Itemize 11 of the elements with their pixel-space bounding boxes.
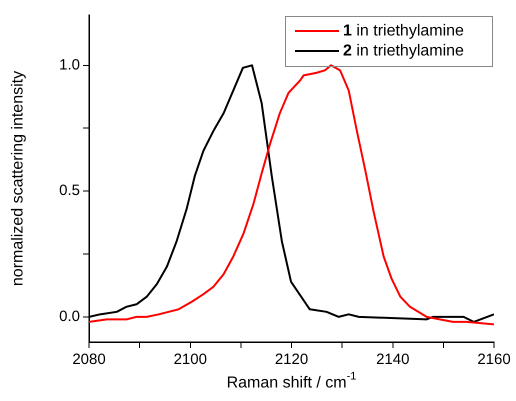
y-axis-title: normalized scattering intensity [9,70,26,286]
y-tick-label: 1.0 [59,56,80,74]
x-tick-label: 2100 [174,351,207,368]
y-tick-label: 0.0 [59,308,80,325]
x-tick-label: 2080 [72,351,106,368]
y-tick-label: 0.5 [59,182,80,200]
legend-label: 2 in triethylamine [343,42,464,60]
x-tick-label: 2160 [477,351,511,368]
legend-label: 1 in triethylamine [343,22,464,40]
x-tick-label: 2120 [274,351,308,368]
x-tick-label: 2140 [376,351,410,368]
